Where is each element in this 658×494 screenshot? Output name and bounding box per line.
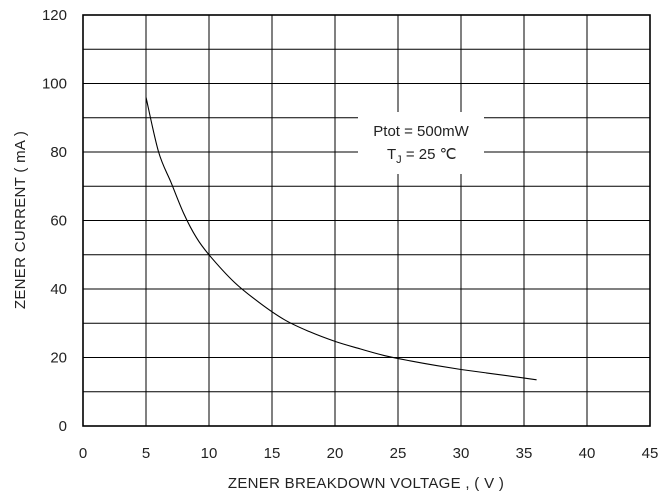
y-tick-label: 20 <box>50 350 67 367</box>
x-tick-label: 45 <box>642 445 658 462</box>
plot-frame <box>82 14 651 427</box>
y-tick-label: 60 <box>50 213 67 230</box>
y-tick-labels: 0 20 40 60 80 100 120 <box>42 7 67 435</box>
x-tick-label: 20 <box>327 445 344 462</box>
annotation-temperature-value: = 25 ℃ <box>402 146 457 163</box>
annotation-background <box>358 112 484 174</box>
y-tick-label: 80 <box>50 144 67 161</box>
y-tick-label: 40 <box>50 281 67 298</box>
annotation-temperature-subscript: J <box>396 154 402 166</box>
annotation-power: Ptot = 500mW <box>373 123 469 140</box>
y-tick-label: 100 <box>42 76 67 93</box>
series-layer <box>145 97 537 381</box>
x-tick-label: 25 <box>390 445 407 462</box>
x-axis-title: ZENER BREAKDOWN VOLTAGE , ( V ) <box>228 475 504 492</box>
x-tick-label: 40 <box>579 445 596 462</box>
x-tick-label: 10 <box>201 445 218 462</box>
x-tick-label: 0 <box>79 445 87 462</box>
x-tick-label: 30 <box>453 445 470 462</box>
y-tick-label: 0 <box>59 418 67 435</box>
annotation-temperature-symbol: T <box>387 146 396 163</box>
y-tick-label: 120 <box>42 7 67 24</box>
y-axis-title: ZENER CURRENT ( mA ) <box>12 131 29 309</box>
x-tick-label: 5 <box>142 445 150 462</box>
series-line <box>145 97 537 381</box>
annotation-temperature: TJ = 25 ℃ <box>387 146 456 166</box>
grid-lines <box>82 14 651 427</box>
x-tick-label: 35 <box>516 445 533 462</box>
x-tick-label: 15 <box>264 445 281 462</box>
x-tick-labels: 0 5 10 15 20 25 30 35 40 45 <box>79 445 658 462</box>
